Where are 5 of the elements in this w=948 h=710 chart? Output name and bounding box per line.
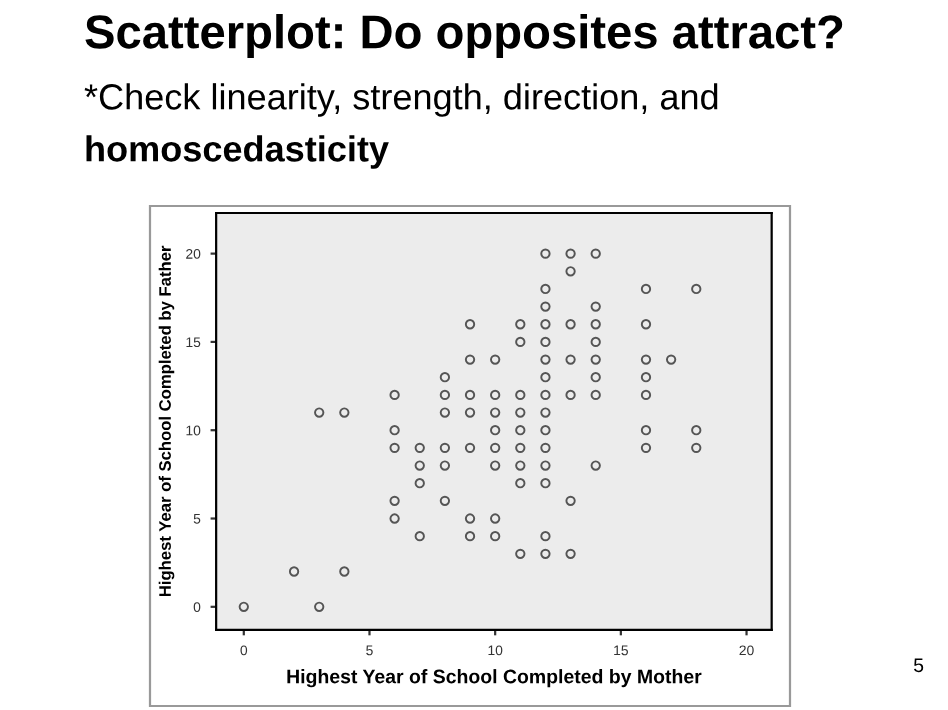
- x-axis-title: Highest Year of School Completed by Mother: [287, 669, 702, 688]
- chart-subtitle: *Check linearity, strength, direction, and homoscedasticity: [84, 83, 718, 169]
- y-axis-title: Highest Year of School Completed by Father: [158, 245, 175, 597]
- text: 5: [913, 658, 924, 673]
- chart-title: Scatterplot: Do opposites attract?: [85, 13, 843, 59]
